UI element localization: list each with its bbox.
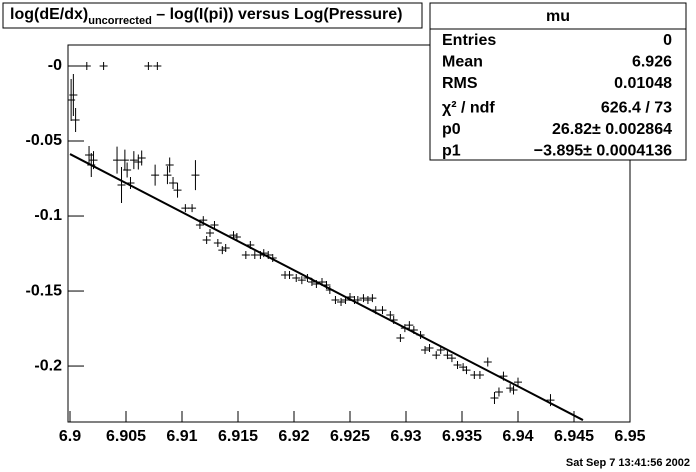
data-point xyxy=(221,243,230,252)
x-tick-label: 6.95 xyxy=(614,428,645,445)
data-point xyxy=(191,160,200,191)
x-tick-label: 6.93 xyxy=(390,428,421,445)
stats-value: −3.895± 0.0004136 xyxy=(534,143,672,160)
data-point xyxy=(453,360,462,369)
data-point xyxy=(144,62,153,71)
timestamp: Sat Sep 7 13:41:56 2002 xyxy=(566,457,690,469)
x-tick-label: 6.92 xyxy=(278,428,309,445)
data-point xyxy=(99,62,108,71)
title-subscript: uncorrected xyxy=(88,15,152,27)
data-point xyxy=(82,62,91,71)
data-point xyxy=(129,151,138,170)
data-point xyxy=(123,162,132,178)
data-point xyxy=(337,297,346,306)
data-point xyxy=(213,239,222,248)
y-tick-label: -0.15 xyxy=(26,282,63,299)
data-point xyxy=(396,333,405,342)
data-point xyxy=(202,236,211,245)
data-point xyxy=(421,345,430,354)
data-point xyxy=(359,294,368,303)
y-tick-label: -0.2 xyxy=(34,357,62,374)
x-tick-label: 6.945 xyxy=(554,428,594,445)
data-point xyxy=(509,385,518,395)
title-part: log(dE/dx) xyxy=(10,6,88,23)
x-tick-label: 6.905 xyxy=(106,428,146,445)
stats-label: p1 xyxy=(442,143,461,160)
chart-title: log(dE/dx)uncorrected – log(I(pi)) versu… xyxy=(10,6,403,27)
y-tick-label: -0.1 xyxy=(34,207,62,224)
data-point xyxy=(506,383,515,393)
data-point xyxy=(331,296,340,305)
data-point xyxy=(137,150,146,166)
data-point xyxy=(173,182,182,198)
data-point xyxy=(241,251,250,260)
stats-value: 0 xyxy=(663,32,672,49)
data-point xyxy=(378,306,387,315)
stats-value: 0.01048 xyxy=(614,75,672,92)
x-tick-label: 6.9 xyxy=(59,428,81,445)
data-point xyxy=(188,204,197,213)
data-point xyxy=(368,294,377,303)
stats-label: RMS xyxy=(442,75,478,92)
data-point xyxy=(151,164,160,186)
data-point xyxy=(210,221,219,230)
plot-area: 6.9 6.905 6.91 6.915 6.92 6.925 6.93 6.935 6.94 6… xyxy=(26,44,646,445)
data-point xyxy=(153,62,162,71)
title-part: – log(I(pi)) versus Log(Pressure) xyxy=(152,6,403,23)
fit-line xyxy=(69,153,584,421)
data-point xyxy=(113,146,122,174)
data-point xyxy=(165,157,174,173)
stats-value: 26.82± 0.002864 xyxy=(552,121,672,138)
x-tick-label: 6.925 xyxy=(330,428,370,445)
stats-label: p0 xyxy=(442,121,461,138)
data-point xyxy=(494,387,503,397)
stats-value: 626.4 / 73 xyxy=(601,100,672,117)
title-box xyxy=(2,2,423,29)
data-point xyxy=(475,371,484,380)
data-point xyxy=(218,246,227,255)
data-point xyxy=(69,73,78,116)
x-tick-label: 6.91 xyxy=(166,428,197,445)
data-point xyxy=(134,154,143,170)
data-point xyxy=(483,357,492,367)
x-tick-label: 6.915 xyxy=(218,428,258,445)
data-point xyxy=(297,276,306,285)
data-point xyxy=(292,273,301,282)
data-point xyxy=(405,321,414,330)
data-point xyxy=(71,108,80,133)
x-tick-label: 6.94 xyxy=(502,428,533,445)
data-point xyxy=(432,351,441,360)
stats-box: mu Entries 0 Mean 6.926 RMS 0.01048 χ² / ndf 626… xyxy=(429,2,687,161)
stats-value: 6.926 xyxy=(632,54,672,71)
points xyxy=(68,62,584,421)
stats-label: Entries xyxy=(442,32,496,49)
data-point xyxy=(120,149,129,171)
frame xyxy=(67,44,631,423)
data-point xyxy=(169,177,178,190)
x-tick-label: 6.935 xyxy=(442,428,482,445)
data-point xyxy=(425,344,434,353)
data-point xyxy=(490,391,499,404)
data-point xyxy=(285,270,294,279)
data-point xyxy=(363,296,372,305)
data-point xyxy=(181,204,190,213)
stats-label: Mean xyxy=(442,54,483,71)
data-point xyxy=(462,366,471,375)
data-point xyxy=(443,351,452,360)
data-point xyxy=(514,377,522,387)
y-tick-label: -0 xyxy=(48,57,62,74)
data-point xyxy=(206,228,214,237)
stats-label: χ² / ndf xyxy=(442,100,495,117)
stats-title: mu xyxy=(546,8,570,25)
data-point xyxy=(447,354,456,363)
y-tick-label: -0.05 xyxy=(26,132,63,149)
data-point xyxy=(117,166,126,203)
data-point xyxy=(386,311,395,320)
data-point xyxy=(163,166,172,185)
